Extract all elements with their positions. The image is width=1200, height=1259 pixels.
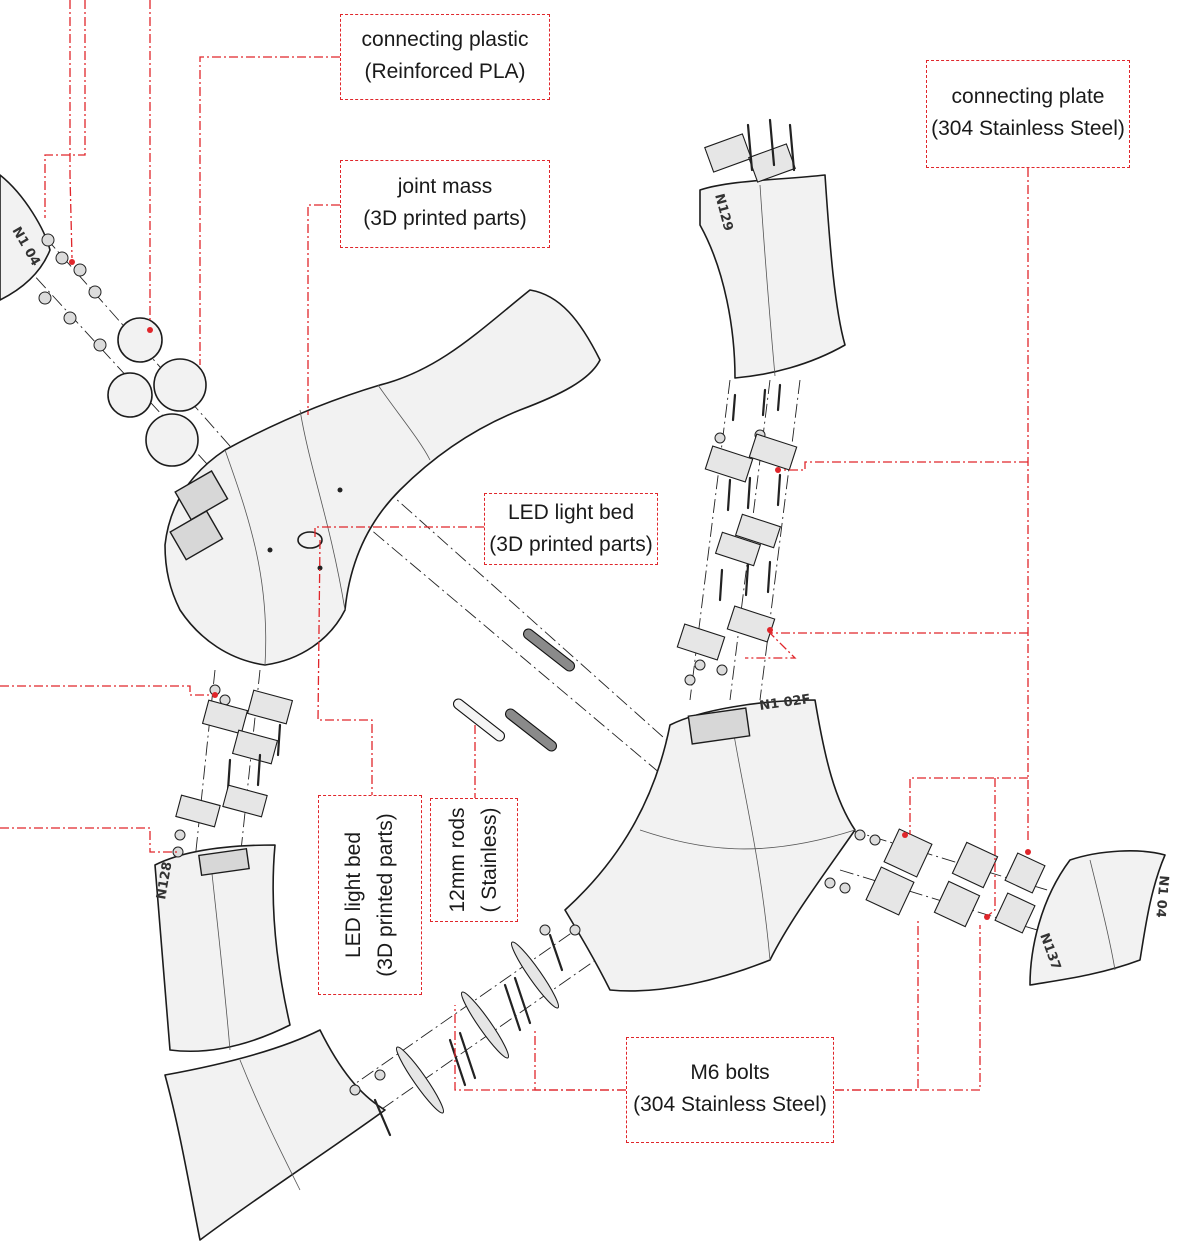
label-led-light-bed-vertical-line1: LED light bed — [342, 831, 365, 959]
label-rods-line2: ( Stainless) — [478, 807, 501, 913]
label-connecting-plastic: connecting plastic (Reinforced PLA) — [340, 14, 550, 100]
label-led-light-bed-vertical-line2: (3D printed parts) — [374, 813, 397, 977]
label-led-light-bed-right: LED light bed (3D printed parts) — [484, 493, 658, 565]
node-far-right: N1 04 N137 — [1029, 850, 1171, 986]
node-bottom-left: N128 — [154, 844, 291, 1053]
node-top-right: N129 — [699, 118, 846, 379]
label-rods-text: 12mm rods ( Stainless) — [442, 807, 506, 912]
connecting-plates-right — [824, 828, 1046, 934]
label-connecting-plate-line1: connecting plate — [951, 85, 1105, 108]
node-tag-far-right-top: N1 04 — [1152, 875, 1171, 919]
joint-mass-main — [164, 289, 601, 666]
label-joint-mass: joint mass (3D printed parts) — [340, 160, 550, 248]
label-m6-bolts: M6 bolts (304 Stainless Steel) — [626, 1037, 834, 1143]
label-connecting-plastic-line1: connecting plastic — [361, 28, 529, 51]
node-tag-middle-right: N1 02F — [758, 692, 811, 714]
label-joint-mass-line2: (3D printed parts) — [363, 207, 527, 230]
connecting-plates-left — [172, 684, 294, 858]
label-connecting-plate: connecting plate (304 Stainless Steel) — [926, 60, 1130, 168]
node-upper-left: N1 04 — [0, 174, 51, 301]
node-tag-bottom-left: N128 — [154, 861, 175, 901]
label-led-light-bed-right-line2: (3D printed parts) — [489, 533, 653, 556]
label-m6-bolts-line2: (304 Stainless Steel) — [633, 1093, 827, 1116]
label-led-light-bed-vertical-text: LED light bed (3D printed parts) — [338, 813, 402, 976]
m6-bolts-bottom — [349, 924, 581, 1137]
label-rods: 12mm rods ( Stainless) — [430, 798, 518, 922]
connecting-plastic-parts — [38, 233, 207, 467]
label-m6-bolts-line1: M6 bolts — [690, 1061, 770, 1084]
leader-lines — [0, 0, 1029, 1091]
label-connecting-plastic-line2: (Reinforced PLA) — [364, 60, 526, 83]
label-led-light-bed-right-line1: LED light bed — [507, 501, 635, 524]
label-connecting-plate-line2: (304 Stainless Steel) — [931, 117, 1125, 140]
label-led-light-bed-vertical: LED light bed (3D printed parts) — [318, 795, 422, 995]
label-rods-line1: 12mm rods — [446, 807, 469, 913]
rods — [452, 628, 576, 752]
node-bottom-diagonal — [164, 1029, 386, 1241]
label-joint-mass-line1: joint mass — [397, 175, 493, 198]
node-middle-right: N1 02F — [564, 692, 856, 992]
connecting-plates-top-right — [676, 383, 798, 686]
